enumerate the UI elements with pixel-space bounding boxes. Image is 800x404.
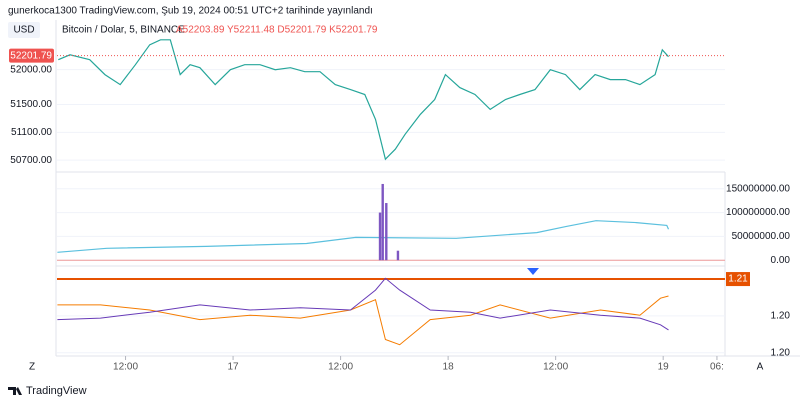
zoom-button[interactable]: Z [29, 362, 35, 373]
series-line [57, 295, 669, 346]
y-tick-label: 51100.00 [11, 127, 52, 138]
x-tick-label: 12:00 [543, 362, 568, 373]
alert-marker[interactable] [527, 268, 539, 275]
volume-bar [385, 203, 388, 261]
y-tick-label: 50000000.00 [732, 231, 791, 242]
level-label: 1.21 [728, 274, 748, 285]
x-tick-label: 17 [228, 362, 240, 373]
symbol-title: Bitcoin / Dolar, 5, BINANCE [62, 25, 185, 36]
x-tick-label: 06: [710, 362, 724, 373]
y-tick-label: 51500.00 [10, 99, 52, 110]
y-tick-label: 0.00 [771, 255, 791, 266]
ohlc: A52203.89 Y52211.48 D52201.79 K52201.79 [176, 25, 378, 36]
series-line [57, 220, 670, 253]
series-line [58, 39, 669, 161]
auto-button[interactable]: A [757, 362, 764, 373]
volume-bar [378, 212, 382, 261]
y-tick-label: 52000.00 [10, 64, 52, 75]
brand-logo [8, 387, 22, 395]
level-box [726, 272, 750, 287]
brand: TradingView [26, 385, 87, 397]
series-line [57, 277, 669, 331]
last-price-box [9, 48, 54, 63]
y-tick-label: 1.20 [771, 311, 791, 322]
y-tick-label: 1.20 [771, 347, 791, 358]
x-tick-label: 12:00 [113, 362, 138, 373]
x-tick-label: 12:00 [328, 362, 353, 373]
y-tick-label: 100000000.00 [726, 207, 790, 218]
y-tick-label: 50700.00 [10, 155, 52, 166]
volume-bar [381, 183, 384, 261]
currency-button[interactable] [8, 22, 40, 38]
x-tick-label: 18 [443, 362, 455, 373]
header: gunerkoca1300 TradingView.com, Şub 19, 2… [8, 6, 373, 17]
currency[interactable]: USD [13, 25, 34, 36]
volume-bar [396, 250, 400, 261]
last-price-label: 52201.79 [10, 50, 52, 61]
y-tick-label: 150000000.00 [726, 183, 790, 194]
x-tick-label: 19 [658, 362, 670, 373]
